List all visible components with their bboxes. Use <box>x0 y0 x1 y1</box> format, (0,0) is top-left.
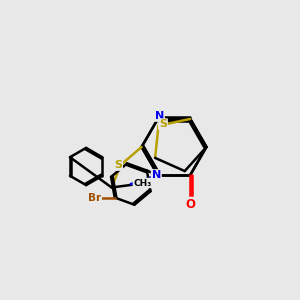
Text: S: S <box>114 160 122 170</box>
Text: N: N <box>152 170 161 180</box>
Text: CH₃: CH₃ <box>134 178 152 188</box>
Text: O: O <box>185 198 195 211</box>
Text: S: S <box>159 119 167 129</box>
Text: Br: Br <box>88 193 101 202</box>
Text: N: N <box>155 111 164 121</box>
